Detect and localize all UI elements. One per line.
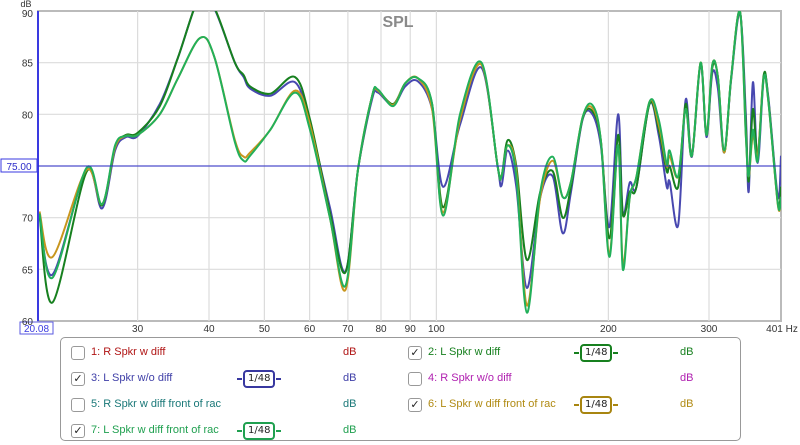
y-tick-label: 90 xyxy=(22,9,34,20)
legend-unit: dB xyxy=(680,346,694,358)
y-tick-label: 85 xyxy=(22,59,34,70)
frequency-cursor-box[interactable] xyxy=(19,321,54,335)
y-tick-label: 60 xyxy=(22,317,34,328)
smoothing-badge[interactable]: 1/48 xyxy=(236,422,283,440)
checkbox-6[interactable]: ✓ xyxy=(408,398,422,412)
x-tick-label: 80 xyxy=(375,324,387,335)
x-tick-label: 90 xyxy=(405,324,417,335)
x-tick-label: 70 xyxy=(342,324,354,335)
level-cursor-box[interactable] xyxy=(0,158,38,173)
x-tick-label: 40 xyxy=(203,324,215,335)
frequency-cursor-label: 20.08 xyxy=(24,324,49,335)
smoothing-badge[interactable]: 1/48 xyxy=(236,370,283,388)
level-cursor-label: 75.00 xyxy=(6,162,31,173)
y-tick-label: 65 xyxy=(22,265,34,276)
x-tick-label: 30 xyxy=(132,324,144,335)
legend-unit: dB xyxy=(343,424,357,436)
checkbox-2[interactable]: ✓ xyxy=(408,346,422,360)
legend-label: 7: L Spkr w diff front of rac xyxy=(91,424,219,436)
series-group xyxy=(38,11,781,314)
legend-unit: dB xyxy=(680,372,694,384)
legend-panel: 1: R Spkr w diff dB ✓ 2: L Spkr w diff 1… xyxy=(60,337,741,441)
legend-label: 3: L Spkr w/o diff xyxy=(91,372,173,384)
checkbox-4[interactable] xyxy=(408,372,422,386)
chart-title: SPL xyxy=(382,14,413,31)
y-tick-label: 80 xyxy=(22,110,34,121)
legend-label: 5: R Spkr w diff front of rac xyxy=(91,398,222,410)
legend-unit: dB xyxy=(343,346,357,358)
smoothing-badge[interactable]: 1/48 xyxy=(573,344,620,362)
x-end-label: 401 Hz xyxy=(766,324,798,335)
legend-unit: dB xyxy=(343,398,357,410)
checkbox-7[interactable]: ✓ xyxy=(71,424,85,438)
x-tick-label: 200 xyxy=(600,324,617,335)
y-axis-unit: dB xyxy=(20,0,31,9)
legend-label: 4: R Spkr w/o diff xyxy=(428,372,512,384)
x-tick-label: 300 xyxy=(701,324,718,335)
y-tick-label: 70 xyxy=(22,214,34,225)
x-tick-label: 100 xyxy=(428,324,445,335)
legend-unit: dB xyxy=(680,398,694,410)
series-line-7 xyxy=(38,11,781,314)
smoothing-badge[interactable]: 1/48 xyxy=(573,396,620,414)
x-tick-label: 60 xyxy=(304,324,316,335)
tick-labels: 30 40 50 60 70 80 90 100 200 300 60 65 70 80 85 90 xyxy=(22,9,718,335)
legend-unit: dB xyxy=(343,372,357,384)
legend-label: 6: L Spkr w diff front of rac xyxy=(428,398,556,410)
legend-label: 1: R Spkr w diff xyxy=(91,346,166,358)
checkbox-1[interactable] xyxy=(71,346,85,360)
checkbox-3[interactable]: ✓ xyxy=(71,372,85,386)
checkbox-5[interactable] xyxy=(71,398,85,412)
spl-chart[interactable]: SPL dB 75.00 20.08 401 Hz 30 40 50 60 70 80 90… xyxy=(0,0,800,335)
x-tick-label: 50 xyxy=(259,324,271,335)
legend-label: 2: L Spkr w diff xyxy=(428,346,501,358)
